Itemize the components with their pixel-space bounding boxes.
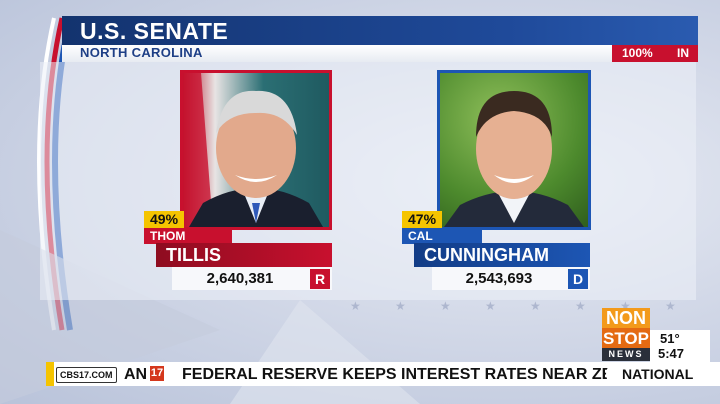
vote-count-tillis: 2,640,381 <box>206 270 274 287</box>
clock-time: 5:47 <box>658 346 685 361</box>
last-name-tillis: TILLIS <box>166 245 221 265</box>
svg-text:★: ★ <box>440 299 451 312</box>
weather-box <box>650 330 710 362</box>
svg-text:★: ★ <box>485 299 496 312</box>
stars-decoration: ★ ★ ★ ★ ★ ★ ★ ★ <box>350 299 676 312</box>
results-panel <box>40 62 696 300</box>
station-logo-17: 17 <box>150 366 164 381</box>
candidate-photo-tillis <box>180 70 332 230</box>
reporting-percent: 100% <box>622 46 653 60</box>
ticker-accent <box>46 362 54 386</box>
temperature: 51° <box>660 331 680 346</box>
segment-label: NATIONAL <box>606 362 720 386</box>
name-bar-cunningham <box>414 243 590 267</box>
svg-text:★: ★ <box>395 299 406 312</box>
party-badge-r: R <box>310 269 330 289</box>
vote-percent-tillis: 49% <box>144 211 185 228</box>
votes-box-cunningham <box>432 267 590 290</box>
non-stop-news-logo: NON STOP NEWS <box>602 308 650 362</box>
header-bar <box>62 16 698 46</box>
last-name-cunningham: CUNNINGHAM <box>424 245 549 265</box>
party-badge-d: D <box>568 269 588 289</box>
svg-text:★: ★ <box>620 299 631 312</box>
svg-text:★: ★ <box>350 299 361 312</box>
race-title: U.S. SENATE <box>80 18 229 44</box>
first-name-cunningham: CAL <box>402 228 482 244</box>
reporting-badge: 100% IN <box>612 45 698 62</box>
vote-percent-cunningham: 47% <box>402 211 443 228</box>
logo-line1: NON <box>602 308 650 328</box>
name-bar-tillis <box>156 243 332 267</box>
state-name: NORTH CAROLINA <box>80 45 203 60</box>
ticker-headline: FEDERAL RESERVE KEEPS INTEREST RATES NEA… <box>182 366 689 383</box>
station-tag: CBS17.COM <box>56 367 117 383</box>
svg-text:★: ★ <box>665 299 676 312</box>
first-name-tillis: THOM <box>144 228 232 244</box>
reporting-label: IN <box>677 46 689 60</box>
ticker-fragment: AN <box>124 366 148 383</box>
vote-count-cunningham: 2,543,693 <box>465 270 533 287</box>
votes-box-tillis <box>172 267 332 290</box>
svg-text:★: ★ <box>575 299 586 312</box>
subheader-bar <box>62 45 698 62</box>
logo-line3: NEWS <box>602 348 650 361</box>
logo-line2: STOP <box>602 328 650 348</box>
candidate-photo-cunningham <box>437 70 591 230</box>
svg-text:★: ★ <box>530 299 541 312</box>
